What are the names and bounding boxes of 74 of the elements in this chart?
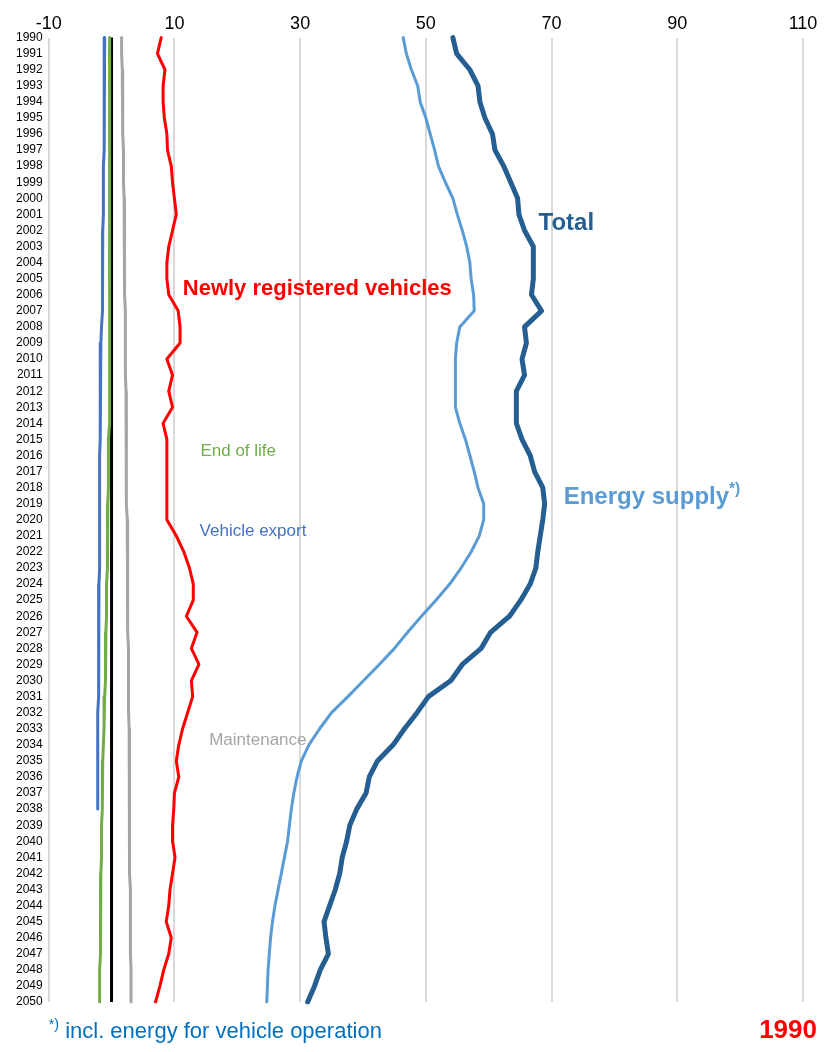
y-tick-label: 2046 [15, 930, 44, 945]
text: Energy supply*) [563, 480, 741, 509]
x-tick-label: 10 [164, 12, 185, 33]
y-tick-label: 2008 [15, 319, 44, 334]
text: Vehicle export [199, 520, 307, 540]
y-tick-label: 1995 [15, 110, 44, 125]
y-tick-label: 2001 [15, 206, 44, 221]
y-tick-label: 2032 [15, 704, 44, 719]
y-tick-label: 1997 [15, 142, 44, 157]
y-tick-label: 2025 [15, 592, 44, 607]
y-tick-label: 2042 [15, 865, 44, 880]
y-tick-label: 2000 [15, 190, 44, 205]
y-tick-label: 2029 [15, 656, 44, 671]
y-tick-label: 2004 [15, 254, 44, 269]
y-tick-label: 2043 [15, 881, 44, 896]
x-tick-label: 70 [541, 12, 562, 33]
y-tick-label: 2014 [15, 415, 44, 430]
y-tick-label: 2050 [15, 994, 44, 1009]
text: *) incl. energy for vehicle operation [48, 1016, 382, 1043]
x-tick-label: 110 [788, 12, 818, 33]
y-tick-label: 2027 [15, 624, 44, 639]
y-tick-label: 2044 [15, 897, 44, 912]
y-tick-label: 2030 [15, 672, 44, 687]
text: End of life [200, 440, 277, 460]
y-tick-label: 2021 [15, 528, 44, 543]
y-tick-label: 2028 [15, 640, 44, 655]
y-tick-label: 2020 [15, 512, 44, 527]
y-tick-label: 2015 [15, 431, 44, 446]
y-tick-label: 2018 [15, 479, 44, 494]
y-tick-label: 2045 [15, 913, 44, 928]
y-tick-label: 2031 [15, 688, 44, 703]
y-tick-label: 2017 [15, 463, 44, 478]
y-tick-label: 2002 [15, 222, 44, 237]
y-tick-label: 2010 [15, 351, 44, 366]
y-tick-label: 2022 [15, 544, 44, 559]
y-tick-label: 2009 [15, 335, 44, 350]
y-tick-label: 2011 [16, 367, 44, 382]
y-tick-label: 2024 [15, 576, 44, 591]
y-tick-label: 1991 [15, 45, 44, 60]
text: Maintenance [209, 729, 307, 749]
y-tick-label: 2019 [15, 496, 44, 511]
y-tick-label: 2047 [15, 946, 44, 961]
y-tick-label: 2026 [15, 608, 44, 623]
x-tick-label: 50 [415, 12, 436, 33]
y-tick-label: 2023 [15, 560, 44, 575]
y-tick-label: 1992 [15, 62, 44, 77]
y-tick-label: 1993 [15, 78, 44, 93]
y-tick-label: 1996 [15, 126, 44, 141]
y-tick-label: 1998 [15, 158, 44, 173]
y-tick-label: 2039 [15, 817, 44, 832]
y-tick-label: 2007 [15, 303, 44, 318]
y-tick-label: 2040 [15, 833, 44, 848]
y-tick-label: 2048 [15, 962, 44, 977]
y-tick-label: 2036 [15, 769, 44, 784]
y-tick-label: 2035 [15, 753, 44, 768]
y-tick-label: 2041 [15, 849, 44, 864]
y-tick-label: 2034 [15, 737, 44, 752]
y-tick-label: 2033 [15, 721, 44, 736]
y-tick-label: 2006 [15, 287, 44, 302]
y-tick-label: 2037 [15, 785, 44, 800]
series-label: Newly registered vehicles [182, 274, 452, 300]
y-tick-label: 1994 [15, 94, 44, 109]
y-tick-label: 2038 [15, 801, 44, 816]
y-tick-label: 2016 [15, 447, 44, 462]
text: 1990 [759, 1014, 817, 1044]
y-tick-label: 2003 [15, 238, 44, 253]
y-tick-label: 2013 [15, 399, 44, 414]
x-tick-label: 90 [667, 12, 688, 33]
x-tick-label: 30 [290, 12, 311, 33]
y-tick-label: 2005 [15, 271, 44, 286]
series-label: Total [538, 208, 595, 236]
y-tick-label: 2012 [15, 383, 44, 398]
y-tick-label: 2049 [15, 978, 44, 993]
y-tick-label: 1999 [15, 174, 44, 189]
